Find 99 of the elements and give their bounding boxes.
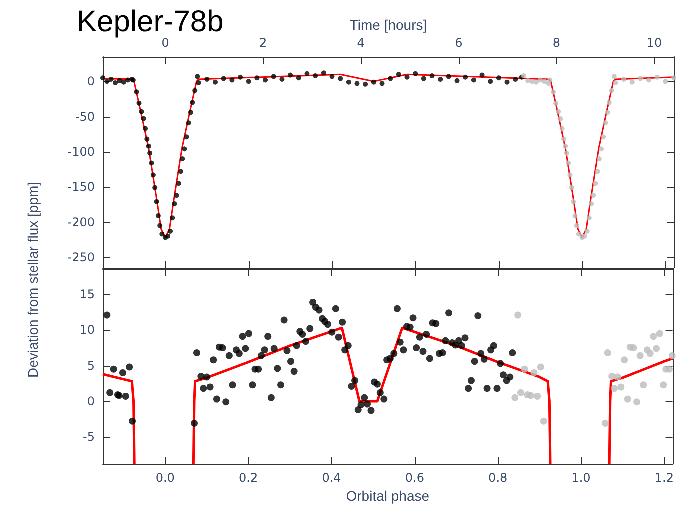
point: [630, 80, 635, 85]
point: [663, 79, 668, 84]
point: [521, 366, 528, 373]
point: [612, 74, 617, 80]
point: [554, 100, 559, 106]
y-tick-label: 15: [80, 288, 95, 302]
point: [614, 374, 622, 381]
x-tick-label: 1.2: [654, 471, 674, 486]
point: [586, 216, 592, 221]
point: [534, 392, 542, 400]
point: [603, 120, 608, 126]
point: [638, 76, 644, 82]
y-tick-label: 0: [87, 74, 95, 89]
point: [653, 345, 660, 352]
point: [593, 181, 598, 186]
x2-tick-label: 10: [646, 36, 662, 50]
point: [572, 213, 578, 218]
x-axis-title: Orbital phase: [346, 488, 430, 504]
point: [636, 352, 644, 360]
point: [630, 344, 638, 352]
point: [640, 382, 648, 389]
point: [526, 78, 531, 84]
point: [624, 396, 632, 403]
point: [540, 418, 548, 425]
x-tick-label: 0.8: [488, 471, 508, 486]
chart-title: Kepler-78b: [77, 6, 224, 38]
point: [656, 330, 664, 338]
y-tick-label: 5: [87, 358, 95, 373]
point: [588, 202, 594, 206]
point: [596, 156, 602, 162]
x2-tick-label: 6: [455, 36, 463, 50]
point: [606, 100, 612, 106]
y-tick-label: -150: [68, 180, 95, 194]
point: [548, 78, 553, 83]
point: [571, 199, 576, 204]
y-axis-title: Deviation from stellar flux [ppm]: [25, 182, 41, 378]
point: [569, 185, 574, 190]
point: [514, 312, 522, 319]
point: [574, 223, 580, 228]
point: [604, 350, 612, 357]
point: [582, 234, 588, 239]
point: [517, 389, 524, 396]
point: [621, 356, 628, 364]
x2-tick-label: 2: [260, 36, 268, 50]
point: [530, 369, 538, 376]
point: [618, 384, 625, 391]
x-tick-label: 0.0: [156, 471, 175, 486]
point: [611, 385, 618, 392]
point: [556, 109, 562, 114]
point: [654, 74, 660, 80]
point: [613, 80, 618, 86]
point: [566, 160, 572, 166]
y-tick-label: 0: [87, 394, 95, 408]
point: [512, 394, 519, 402]
x-tick-label: 0.6: [405, 471, 424, 486]
point: [650, 333, 658, 340]
point: [668, 352, 676, 360]
x2-axis-title: Time [hours]: [350, 17, 428, 34]
y-tick-label: -50: [75, 110, 95, 124]
point: [634, 398, 641, 406]
point: [568, 172, 573, 178]
point: [576, 232, 582, 237]
point: [527, 392, 534, 400]
y-tick-label: -100: [68, 144, 95, 159]
point: [646, 78, 652, 83]
point: [608, 373, 616, 380]
x2-tick-label: 0: [162, 36, 170, 50]
point: [558, 116, 564, 122]
point: [591, 193, 596, 198]
point: [542, 79, 548, 84]
point: [609, 88, 614, 94]
point: [537, 364, 544, 371]
point: [561, 136, 566, 142]
point: [538, 78, 544, 83]
point: [660, 382, 668, 389]
y-tick-label: 10: [80, 323, 95, 338]
x-tick-label: 0.2: [239, 471, 258, 486]
x2-tick-label: 8: [552, 36, 560, 50]
point: [551, 90, 556, 95]
point: [605, 110, 610, 116]
y-tick-label: -200: [68, 215, 95, 230]
point: [595, 169, 600, 174]
x-tick-label: 0.4: [322, 471, 342, 486]
x-tick-label: 1.0: [572, 471, 591, 486]
point: [534, 80, 539, 85]
point: [602, 420, 609, 428]
point: [621, 77, 626, 82]
y-tick-label: -5: [83, 430, 95, 444]
point: [646, 350, 654, 358]
point: [564, 150, 570, 156]
point: [672, 76, 676, 81]
point: [666, 366, 673, 373]
point: [560, 126, 565, 132]
point: [598, 146, 604, 152]
point: [584, 228, 590, 234]
y-tick-label: -250: [68, 250, 95, 264]
point: [601, 134, 606, 140]
point: [563, 144, 568, 149]
x2-tick-label: 4: [357, 36, 365, 50]
